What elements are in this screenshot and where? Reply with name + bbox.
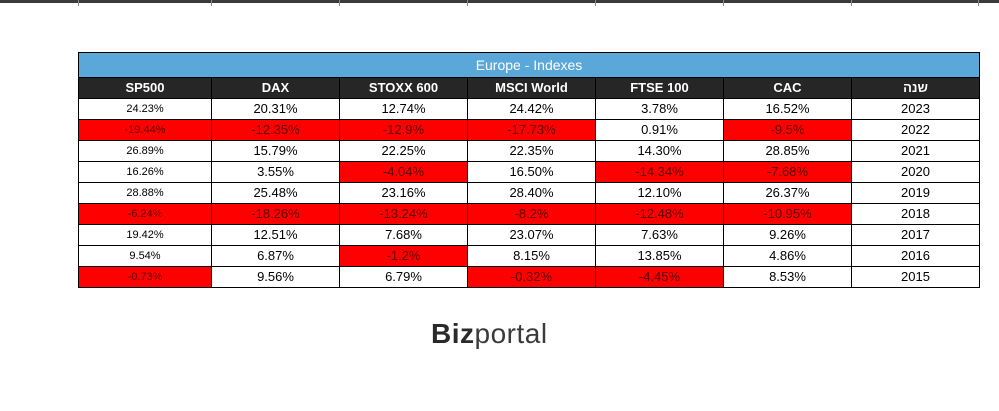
table-row: 28.88% 25.48% 23.16% 28.40% 12.10% 26.37% 2019 [78,182,980,204]
cell-msci-world: -8.2% [467,203,596,225]
cell-year: 2016 [851,245,980,267]
cell-sp500: -19.44% [78,119,212,141]
column-header-msci-world: MSCI World [467,77,596,99]
table-row: -6.24% -18.26% -13.24% -8.2% -12.48% -10.95% 2… [78,203,980,225]
table-row: -0.73% 9.56% 6.79% -0.32% -4.45% 8.53% 2015 [78,266,980,288]
table-row: -19.44% -12.35% -12.9% -17.73% 0.91% -9.5% 202… [78,119,980,141]
cell-msci-world: 24.42% [467,98,596,120]
table-title: Europe - Indexes [78,52,980,78]
cell-cac: 4.86% [723,245,852,267]
cell-msci-world: 22.35% [467,140,596,162]
cell-dax: 20.31% [211,98,340,120]
cell-msci-world: -0.32% [467,266,596,288]
cell-ftse100: 7.63% [595,224,724,246]
cell-stoxx600: 12.74% [339,98,468,120]
cell-cac: -9.5% [723,119,852,141]
top-divider [595,0,596,6]
cell-stoxx600: 22.25% [339,140,468,162]
cell-cac: 16.52% [723,98,852,120]
cell-dax: 25.48% [211,182,340,204]
cell-stoxx600: 7.68% [339,224,468,246]
column-header-stoxx600: STOXX 600 [339,77,468,99]
table-header-row: SP500 DAX STOXX 600 MSCI World FTSE 100 … [78,77,980,99]
table-title-row: Europe - Indexes [78,52,980,78]
cell-msci-world: 23.07% [467,224,596,246]
cell-cac: 9.26% [723,224,852,246]
top-divider [851,0,852,6]
cell-stoxx600: 23.16% [339,182,468,204]
logo-portal-text: portal [474,318,548,349]
cell-ftse100: 0.91% [595,119,724,141]
cell-sp500: 9.54% [78,245,212,267]
cell-cac: 28.85% [723,140,852,162]
cell-stoxx600: -4.04% [339,161,468,183]
cell-stoxx600: -1.2% [339,245,468,267]
cell-cac: 8.53% [723,266,852,288]
cell-sp500: 26.89% [78,140,212,162]
cell-ftse100: -12.48% [595,203,724,225]
top-divider [78,0,79,6]
cell-year: 2020 [851,161,980,183]
indexes-table: Europe - Indexes SP500 DAX STOXX 600 MSC… [78,52,980,288]
cell-sp500: 16.26% [78,161,212,183]
bizportal-logo: Bizportal [431,318,548,350]
cell-year: 2021 [851,140,980,162]
column-header-year: שנה [851,77,980,99]
cell-year: 2017 [851,224,980,246]
cell-sp500: 19.42% [78,224,212,246]
cell-sp500: -0.73% [78,266,212,288]
table-row: 16.26% 3.55% -4.04% 16.50% -14.34% -7.68% 2020 [78,161,980,183]
cell-cac: 26.37% [723,182,852,204]
cell-stoxx600: -13.24% [339,203,468,225]
table-row: 26.89% 15.79% 22.25% 22.35% 14.30% 28.85% 2021 [78,140,980,162]
cell-year: 2018 [851,203,980,225]
cell-dax: -18.26% [211,203,340,225]
cell-year: 2019 [851,182,980,204]
cell-ftse100: 3.78% [595,98,724,120]
cell-dax: 3.55% [211,161,340,183]
cell-sp500: 24.23% [78,98,212,120]
cell-sp500: -6.24% [78,203,212,225]
cell-ftse100: 14.30% [595,140,724,162]
top-divider [467,0,468,6]
cell-year: 2022 [851,119,980,141]
logo-biz-text: Biz [431,318,475,349]
top-divider [723,0,724,6]
column-header-sp500: SP500 [78,77,212,99]
table-row: 19.42% 12.51% 7.68% 23.07% 7.63% 9.26% 2017 [78,224,980,246]
cell-msci-world: 8.15% [467,245,596,267]
cell-ftse100: -14.34% [595,161,724,183]
top-bar [0,0,999,3]
cell-stoxx600: 6.79% [339,266,468,288]
cell-stoxx600: -12.9% [339,119,468,141]
column-header-ftse100: FTSE 100 [595,77,724,99]
cell-cac: -10.95% [723,203,852,225]
cell-ftse100: 12.10% [595,182,724,204]
cell-dax: 12.51% [211,224,340,246]
cell-msci-world: 28.40% [467,182,596,204]
table-row: 24.23% 20.31% 12.74% 24.42% 3.78% 16.52% 2023 [78,98,980,120]
cell-msci-world: -17.73% [467,119,596,141]
cell-ftse100: 13.85% [595,245,724,267]
top-strip [0,0,999,6]
cell-cac: -7.68% [723,161,852,183]
cell-msci-world: 16.50% [467,161,596,183]
top-divider [211,0,212,6]
cell-dax: -12.35% [211,119,340,141]
cell-dax: 6.87% [211,245,340,267]
cell-dax: 15.79% [211,140,340,162]
column-header-cac: CAC [723,77,852,99]
cell-sp500: 28.88% [78,182,212,204]
cell-year: 2015 [851,266,980,288]
cell-dax: 9.56% [211,266,340,288]
top-divider [978,0,979,6]
table-row: 9.54% 6.87% -1.2% 8.15% 13.85% 4.86% 2016 [78,245,980,267]
column-header-dax: DAX [211,77,340,99]
top-divider [339,0,340,6]
cell-year: 2023 [851,98,980,120]
cell-ftse100: -4.45% [595,266,724,288]
